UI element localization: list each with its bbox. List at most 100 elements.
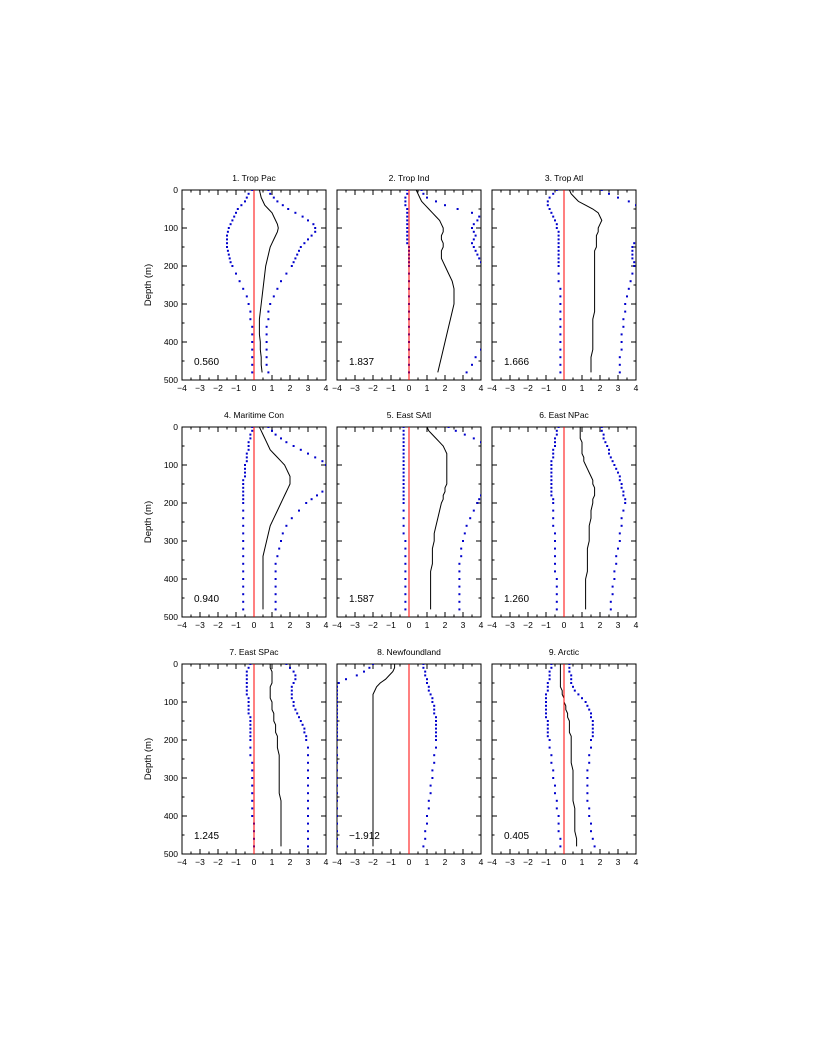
dotted-profile-point <box>402 494 405 497</box>
mean-profile-line <box>559 664 578 847</box>
dotted-profile-point <box>639 231 641 233</box>
dotted-profile-point <box>305 735 308 738</box>
dotted-profile-point <box>271 429 273 432</box>
dotted-profile-point <box>429 784 432 787</box>
dotted-profile-point <box>588 708 591 711</box>
dotted-profile-point <box>465 524 468 527</box>
dotted-profile-point <box>552 509 555 512</box>
dotted-profile-point <box>458 600 461 603</box>
dotted-profile-point <box>337 815 338 817</box>
dotted-profile-point <box>242 502 245 504</box>
dotted-profile-point <box>274 585 277 588</box>
dotted-profile-point <box>267 318 270 321</box>
dotted-profile-point <box>639 212 641 214</box>
x-tick-label: 4 <box>634 620 639 630</box>
dotted-profile-point <box>435 723 437 726</box>
dotted-profile-point <box>269 303 272 305</box>
dotted-profile-point <box>471 211 473 214</box>
dotted-profile-point <box>613 464 616 466</box>
dotted-profile-point <box>242 608 245 611</box>
dotted-profile-point <box>249 731 252 734</box>
plot-area <box>550 427 627 617</box>
dotted-profile-point <box>242 486 245 489</box>
dotted-profile-point <box>480 348 481 351</box>
dotted-profile-point <box>484 311 486 313</box>
dotted-profile-point <box>639 219 641 221</box>
dotted-profile-point <box>402 483 405 485</box>
x-tick-label: 2 <box>598 857 603 867</box>
dotted-profile-point <box>484 288 486 290</box>
x-tick-label: 1 <box>580 383 585 393</box>
dotted-profile-point <box>274 578 277 580</box>
dotted-profile-point <box>555 608 558 611</box>
dotted-profile-point <box>622 509 625 512</box>
dotted-profile-point <box>572 685 574 688</box>
dotted-profile-point <box>557 242 560 245</box>
dotted-profile-point <box>472 238 475 241</box>
dotted-profile-point <box>622 325 625 328</box>
dotted-profile-point <box>482 491 484 493</box>
dotted-profile-point <box>568 666 571 669</box>
x-tick-label: 0 <box>252 620 257 630</box>
dotted-profile-point <box>546 200 549 203</box>
dotted-profile-point <box>337 704 338 707</box>
dotted-profile-point <box>433 704 436 707</box>
dotted-profile-point <box>426 822 428 825</box>
x-tick-label: 1 <box>580 857 585 867</box>
dotted-profile-point <box>276 287 279 290</box>
dotted-profile-point <box>588 754 591 757</box>
dotted-profile-point <box>298 509 300 512</box>
dotted-profile-point <box>227 253 230 256</box>
dotted-profile-point <box>427 799 430 802</box>
dotted-profile-point <box>363 670 365 673</box>
dotted-profile-point <box>615 562 618 565</box>
dotted-profile-point <box>249 735 252 738</box>
dotted-profile-point <box>402 471 405 474</box>
dotted-profile-point <box>591 731 594 734</box>
dotted-profile-point <box>484 479 486 481</box>
dotted-profile-point <box>272 295 275 298</box>
y-tick-label: 500 <box>164 849 178 859</box>
x-tick-label: 2 <box>598 620 603 630</box>
x-tick-label: −4 <box>332 857 342 867</box>
dotted-profile-point <box>245 295 248 298</box>
dotted-profile-point <box>555 223 558 226</box>
dotted-profile-point <box>622 490 625 493</box>
panel-value: 0.405 <box>504 831 529 842</box>
dotted-profile-point <box>435 720 437 722</box>
dotted-profile-point <box>478 498 481 501</box>
dotted-profile-point <box>546 689 549 692</box>
dotted-profile-point <box>267 310 270 313</box>
mean-profile-line <box>579 427 596 610</box>
dotted-profile-point <box>289 666 291 669</box>
dotted-profile-point <box>303 731 306 734</box>
dotted-profile-point <box>631 257 634 260</box>
dotted-profile-point <box>581 697 583 700</box>
dotted-profile-point <box>251 429 254 432</box>
dotted-profile-point <box>307 777 309 779</box>
dotted-profile-point <box>337 693 338 696</box>
dotted-profile-point <box>292 704 295 707</box>
x-tick-label: −1 <box>386 383 396 393</box>
x-tick-label: 4 <box>324 857 329 867</box>
dotted-profile-point <box>292 701 295 703</box>
dotted-profile-point <box>251 325 254 328</box>
dotted-profile-point <box>608 448 610 451</box>
dotted-profile-point <box>600 190 603 191</box>
dotted-profile-point <box>554 784 556 787</box>
dotted-profile-point <box>458 562 461 565</box>
dotted-profile-point <box>285 441 288 444</box>
mean-profile-line <box>568 190 603 373</box>
dotted-profile-point <box>463 532 466 535</box>
dotted-profile-point <box>590 830 592 833</box>
x-tick-label: 2 <box>443 857 448 867</box>
dotted-profile-point <box>296 253 299 256</box>
x-tick-label: 2 <box>288 857 293 867</box>
x-tick-label: 3 <box>461 383 466 393</box>
dotted-profile-point <box>245 674 248 677</box>
dotted-profile-point <box>337 799 338 802</box>
x-tick-label: 2 <box>288 383 293 393</box>
dotted-profile-point <box>290 693 293 696</box>
dotted-profile-point <box>624 310 627 313</box>
dotted-profile-point <box>639 208 641 210</box>
